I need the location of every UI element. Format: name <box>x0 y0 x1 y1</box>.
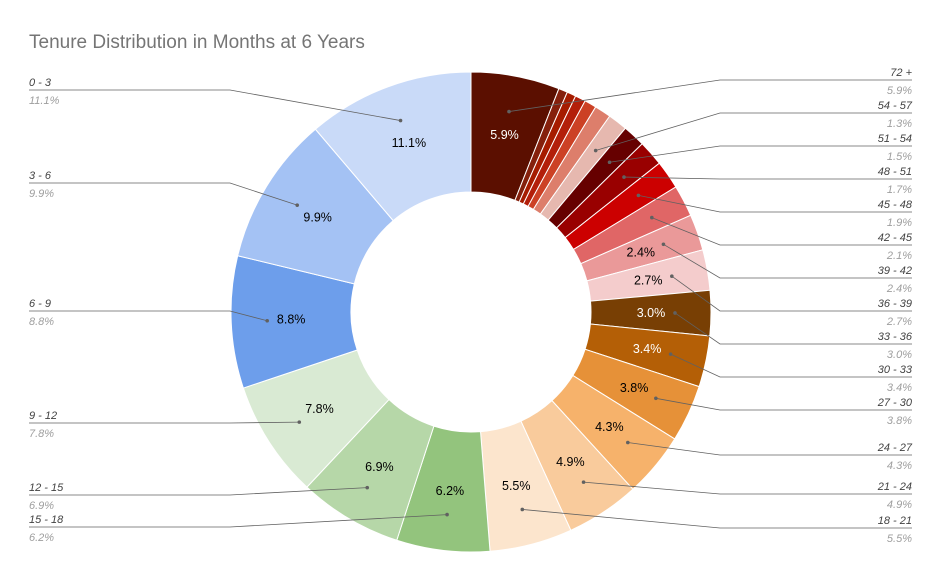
leader-line <box>29 89 401 121</box>
leader-line <box>29 421 300 424</box>
legend-label: 18 - 21 <box>878 515 912 527</box>
legend-percent: 7.8% <box>29 428 54 440</box>
legend-label: 42 - 45 <box>878 232 913 244</box>
legend-percent: 4.9% <box>887 499 912 511</box>
leader-line <box>29 182 298 206</box>
slice-0-3 <box>314 71 472 222</box>
leader-line <box>522 509 912 529</box>
slice-value-label: 2.7% <box>634 273 663 287</box>
legend-percent: 3.8% <box>887 415 912 427</box>
leader-line <box>655 397 912 411</box>
legend-label: 48 - 51 <box>878 166 912 178</box>
legend-label: 24 - 27 <box>877 442 913 454</box>
leader-line <box>508 79 912 112</box>
leader-line <box>627 442 912 456</box>
legend-percent: 1.9% <box>887 217 912 229</box>
chart-title: Tenure Distribution in Months at 6 Years <box>29 32 365 53</box>
legend-percent: 5.5% <box>887 533 912 545</box>
legend-percent: 5.9% <box>887 85 912 97</box>
slice-value-label: 7.8% <box>305 402 334 416</box>
legend-percent: 3.4% <box>887 382 912 394</box>
legend-percent: 6.2% <box>29 532 54 544</box>
legend-percent: 2.7% <box>886 316 912 328</box>
leader-line <box>651 217 912 246</box>
leader-line <box>624 176 912 180</box>
slice-value-label: 4.9% <box>556 455 585 469</box>
slice-value-label: 11.1% <box>392 136 427 150</box>
slice-value-label: 6.2% <box>436 484 465 498</box>
legend-label: 36 - 39 <box>878 298 912 310</box>
slice-value-label: 3.8% <box>620 381 649 395</box>
leader-dot <box>295 203 300 207</box>
slice-value-label: 9.9% <box>303 211 332 225</box>
legend-percent: 1.7% <box>887 184 912 196</box>
leader-line <box>583 481 912 495</box>
leader-line <box>674 312 912 345</box>
leader-line <box>609 145 912 163</box>
legend-percent: 4.3% <box>887 460 912 472</box>
legend-label: 3 - 6 <box>29 170 52 182</box>
legend-percent: 8.8% <box>29 316 54 328</box>
legend-percent: 6.9% <box>29 500 54 512</box>
leader-line <box>595 112 912 151</box>
legend-label: 27 - 30 <box>877 397 913 409</box>
legend-percent: 3.0% <box>887 349 912 361</box>
legend-percent: 11.1% <box>29 95 60 107</box>
leader-line <box>663 243 912 279</box>
leader-dot <box>365 485 370 490</box>
slice-value-label: 6.9% <box>365 460 394 474</box>
legend-label: 33 - 36 <box>878 331 913 343</box>
leader-line <box>671 275 912 312</box>
slice-value-label: 5.9% <box>490 128 519 142</box>
inner-labels-group: 5.9% 2.4% 2.7% 3.0% 3.4% 3.8% 4.3% 4.9% 5.5% 6.2%… <box>277 128 665 498</box>
slice-value-label: 4.3% <box>595 420 624 434</box>
legend-label: 30 - 33 <box>878 364 913 376</box>
legend-label: 0 - 3 <box>29 77 52 89</box>
legend-label: 12 - 15 <box>29 482 64 494</box>
legend-percent: 9.9% <box>29 188 54 200</box>
slice-value-label: 3.4% <box>633 342 662 356</box>
legend-label: 51 - 54 <box>878 133 912 145</box>
slice-value-label: 5.5% <box>502 479 531 493</box>
legend-label: 54 - 57 <box>878 100 913 112</box>
legend-label: 45 - 48 <box>878 199 913 211</box>
legend-percent: 2.1% <box>886 250 912 262</box>
legend-label: 9 - 12 <box>29 410 57 422</box>
legend-percent: 2.4% <box>886 283 912 295</box>
legend-label: 72 + <box>890 67 912 79</box>
slice-value-label: 3.0% <box>637 306 666 320</box>
legend-label: 15 - 18 <box>29 514 64 526</box>
legend-percent: 1.5% <box>887 151 912 163</box>
legend-percent: 1.3% <box>887 118 912 130</box>
legend-label: 6 - 9 <box>29 298 51 310</box>
leader-line <box>29 310 268 322</box>
slice-value-label: 8.8% <box>277 313 306 327</box>
leader-line <box>670 353 912 378</box>
leader-line <box>638 195 912 213</box>
slices-group <box>230 71 712 553</box>
legend-label: 21 - 24 <box>877 481 912 493</box>
leader-dot <box>398 118 403 123</box>
leader-line <box>29 487 368 496</box>
legend-label: 39 - 42 <box>878 265 912 277</box>
leader-lines-group: 72 + 5.9% 54 - 57 1.3% 51 - 54 1.5% 48 - 51 1.7… <box>29 67 913 545</box>
slice-value-label: 2.4% <box>627 245 656 259</box>
leader-line <box>29 514 448 528</box>
